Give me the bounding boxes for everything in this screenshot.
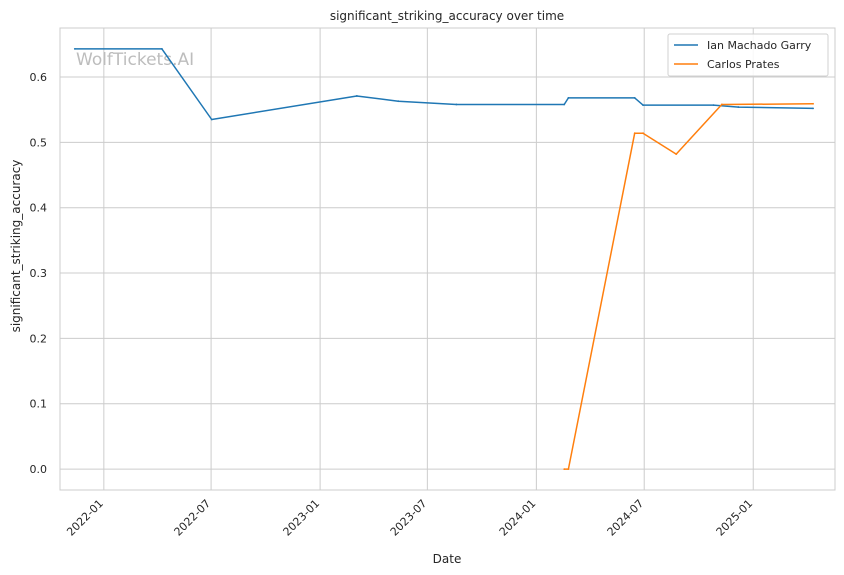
data-point-ian-machado-garry: [355, 95, 358, 97]
x-tick-label: 2023-07: [388, 497, 430, 539]
series-layer: [73, 48, 814, 470]
data-point-ian-machado-garry: [567, 97, 570, 99]
y-tick-label: 0.4: [30, 202, 48, 215]
y-tick-label: 0.2: [30, 332, 48, 345]
x-axis-label: Date: [433, 552, 462, 566]
legend-box: [667, 33, 829, 77]
data-point-ian-machado-garry: [563, 103, 566, 106]
x-tick-label: 2022-01: [64, 497, 106, 539]
y-tick-labels: 0.0 0.1 0.2 0.3 0.4 0.5 0.6: [30, 71, 48, 476]
data-point-carlos-prates: [675, 153, 678, 156]
y-tick-label: 0.5: [30, 136, 48, 149]
data-point-ian-machado-garry: [737, 106, 740, 108]
y-axis-label: significant_striking_accuracy: [9, 160, 23, 333]
data-point-ian-machado-garry: [397, 100, 400, 103]
x-tick-label: 2025-01: [714, 497, 756, 539]
data-point-ian-machado-garry: [210, 118, 213, 121]
data-point-ian-machado-garry: [455, 103, 458, 106]
data-point-carlos-prates: [563, 468, 566, 470]
data-point-carlos-prates: [720, 103, 723, 106]
y-tick-label: 0.1: [30, 398, 48, 411]
data-point-ian-machado-garry: [73, 48, 76, 50]
legend-label-ian-machado-garry: Ian Machado Garry: [707, 39, 812, 52]
x-tick-labels: 2022-01 2022-07 2023-01 2023-07 2024-01 2024-…: [64, 497, 755, 539]
y-tick-label: 0.6: [30, 71, 48, 84]
data-point-ian-machado-garry: [161, 48, 163, 50]
data-point-ian-machado-garry: [642, 104, 644, 107]
data-point-carlos-prates: [633, 132, 636, 135]
y-tick-label: 0.0: [30, 463, 48, 476]
data-point-carlos-prates: [642, 132, 644, 135]
chart-title: significant_striking_accuracy over time: [330, 9, 564, 23]
plot-area: [60, 28, 835, 490]
x-tick-label: 2024-07: [605, 497, 647, 539]
x-tick-label: 2024-01: [497, 497, 539, 539]
data-point-ian-machado-garry: [812, 107, 814, 110]
data-point-carlos-prates: [812, 102, 814, 105]
legend-label-carlos-prates: Carlos Prates: [707, 58, 780, 71]
data-point-ian-machado-garry: [633, 97, 636, 99]
legend: Ian Machado Garry Carlos Prates: [667, 33, 829, 77]
x-tick-label: 2022-07: [172, 497, 214, 539]
data-point-carlos-prates: [567, 468, 570, 470]
x-tick-label: 2023-01: [281, 497, 323, 539]
plot-frame: [59, 27, 836, 491]
y-tick-label: 0.3: [30, 267, 48, 280]
data-point-ian-machado-garry: [712, 104, 715, 107]
watermark: WolfTickets.AI: [76, 50, 194, 70]
